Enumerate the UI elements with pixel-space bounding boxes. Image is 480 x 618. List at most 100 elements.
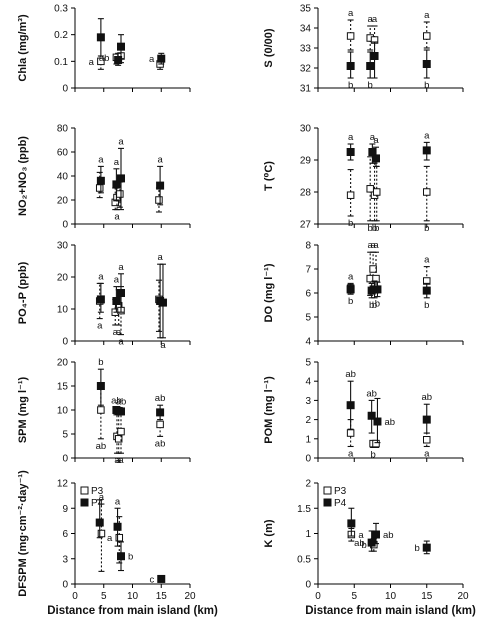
significance-letter: a (98, 154, 104, 165)
data-point-filled-square (346, 148, 355, 156)
significance-letter: b (98, 357, 103, 368)
y-tick-label: 0 (62, 337, 68, 348)
significance-letter: ab (383, 530, 394, 541)
significance-letter: ab (111, 396, 122, 407)
y-axis-label: DFSPM (mg·cm⁻²·day⁻¹) (17, 470, 29, 597)
x-tick-label: 10 (385, 591, 397, 602)
significance-letter: a (116, 327, 122, 338)
significance-letter: a (348, 448, 354, 459)
y-ticks: 0 5 10 15 20 (57, 358, 75, 465)
data-point-open-square (97, 406, 105, 414)
significance-letter: ab (155, 393, 166, 404)
series-p4: a (96, 18, 166, 66)
data-point-filled-square (372, 154, 380, 163)
significance-letter: a (114, 275, 120, 286)
y-tick-label: 0 (305, 454, 311, 465)
x-tick-label: 5 (351, 591, 357, 602)
y-tick-label: 27 (300, 220, 312, 231)
legend-swatch-p4 (323, 498, 332, 507)
y-tick-label: 8 (305, 241, 311, 252)
y-tick-label: 0 (62, 454, 68, 465)
series-p4: a b c (95, 496, 166, 585)
significance-letter: a (115, 496, 121, 507)
significance-letter: c (150, 574, 155, 585)
y-axis-label: T (⁰C) (263, 161, 275, 191)
significance-letter: ab (96, 441, 107, 452)
y-tick-label: 4 (305, 337, 311, 348)
data-point-filled-square (372, 530, 380, 539)
x-tick-label: 15 (156, 591, 168, 602)
significance-letter: a (373, 135, 379, 146)
y-ticks: 0 10 20 30 (57, 241, 75, 348)
y-tick-label: 5 (305, 313, 311, 324)
y-tick-label: 5 (305, 358, 311, 369)
significance-letter: a (424, 130, 430, 141)
significance-letter: a (107, 533, 113, 544)
y-tick-label: 3 (305, 396, 311, 407)
data-point-open-square (95, 184, 104, 192)
significance-letter: b (128, 552, 133, 563)
y-tick-label: 29 (300, 156, 312, 167)
y-tick-label: 0.2 (54, 30, 68, 41)
data-point-filled-square (370, 52, 379, 60)
x-tick-label: 0 (72, 591, 78, 602)
data-point-filled-square (156, 408, 165, 417)
significance-letter: a (149, 54, 155, 65)
data-point-open-square (423, 436, 431, 444)
legend-swatch-p4 (80, 498, 89, 507)
x-tick-label: 20 (457, 591, 469, 602)
x-tick-label: 10 (127, 591, 139, 602)
data-point-open-square (346, 191, 355, 199)
significance-letter: b (374, 223, 379, 234)
significance-letter: a (157, 252, 163, 263)
data-point-filled-square (112, 180, 121, 189)
y-ticks: 0 0.1 0.2 0.3 (54, 4, 75, 95)
panel-k: 00.511.520 5 10 15 20K (m)Distance from main… (263, 479, 476, 618)
data-point-filled-square (373, 417, 382, 426)
significance-letter: a (114, 212, 120, 223)
significance-letter: a (114, 157, 120, 168)
y-tick-label: 33 (300, 44, 312, 55)
significance-letter: b (424, 300, 429, 311)
data-point-open-square (346, 429, 355, 437)
y-axis-label: DO (mg l⁻¹) (263, 263, 275, 322)
y-tick-label: 10 (57, 406, 69, 417)
significance-letter: a (89, 57, 95, 68)
data-point-open-square (116, 190, 124, 198)
x-ticks (74, 224, 191, 228)
data-point-filled-square (422, 543, 431, 552)
y-ticks: 0 3 6 9 12 (57, 479, 75, 591)
significance-letter: b (368, 223, 373, 234)
y-tick-label: 15 (57, 382, 69, 393)
y-axis-label: PO₄-P (ppb) (17, 261, 29, 324)
data-point-filled-square (157, 54, 166, 63)
data-point-filled-square (422, 286, 431, 295)
y-tick-label: 2 (305, 479, 311, 490)
y-tick-label: 1 (305, 529, 311, 540)
y-axis-label: NO₂+NO₃ (ppb) (17, 136, 29, 216)
y-tick-label: 1 (305, 434, 311, 445)
data-point-filled-square (366, 62, 375, 70)
y-tick-label: 20 (57, 358, 69, 369)
x-ticks (74, 458, 191, 462)
data-point-open-square (97, 529, 106, 538)
data-point-filled-square (158, 298, 167, 307)
y-tick-label: 40 (57, 172, 69, 183)
significance-letter: a (370, 240, 376, 251)
data-point-filled-square (117, 552, 125, 561)
legend-label-p4: P4 (91, 498, 104, 509)
data-point-filled-square (422, 60, 431, 68)
data-point-filled-square (95, 518, 104, 527)
data-point-filled-square (96, 295, 105, 304)
data-point-open-square (369, 265, 377, 273)
y-tick-label: 0 (62, 84, 68, 95)
data-point-filled-square (117, 174, 125, 183)
significance-letter: ab (99, 53, 110, 64)
data-point-filled-square (346, 285, 355, 294)
